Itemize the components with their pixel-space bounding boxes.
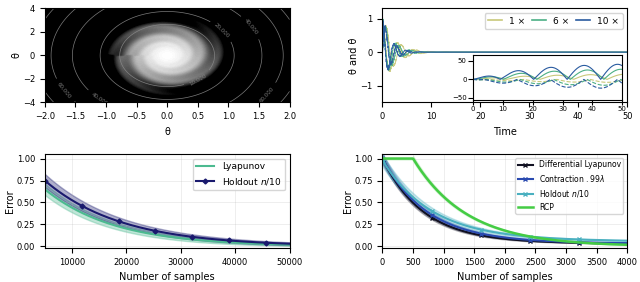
Holdout $n$/10 <box>529 235 536 239</box>
RCP <box>529 235 536 239</box>
Holdout $n$/10 <box>585 238 593 241</box>
Lyapunov <box>41 188 49 191</box>
Holdout $n$/10 <box>623 239 631 242</box>
Line: Holdout $n$/10: Holdout $n$/10 <box>381 159 629 243</box>
Holdout $n$/10 <box>524 235 531 238</box>
Differential Lyapunov <box>600 242 608 245</box>
X-axis label: Number of samples: Number of samples <box>457 272 553 282</box>
Text: 40,000: 40,000 <box>90 92 109 107</box>
Text: 40,000: 40,000 <box>243 18 259 36</box>
Holdout $n$/10 <box>86 208 94 212</box>
RCP <box>600 242 608 246</box>
RCP <box>623 243 631 246</box>
Lyapunov <box>285 243 293 246</box>
Lyapunov <box>56 199 63 202</box>
Text: 20,000: 20,000 <box>213 22 231 39</box>
RCP <box>525 235 532 238</box>
Line: RCP: RCP <box>383 158 627 245</box>
RCP <box>524 234 531 238</box>
X-axis label: θ: θ <box>164 127 170 137</box>
Contraction $.99\lambda$ <box>380 160 388 163</box>
Differential Lyapunov <box>380 160 388 163</box>
Differential Lyapunov <box>525 239 532 243</box>
Differential Lyapunov <box>529 239 536 243</box>
Lyapunov <box>106 222 114 226</box>
Legend: Lyapunov, Holdout $n$/10: Lyapunov, Holdout $n$/10 <box>193 159 285 190</box>
Holdout $n$/10 <box>525 235 532 238</box>
Lyapunov <box>265 243 273 246</box>
Y-axis label: Error: Error <box>5 189 15 213</box>
Differential Lyapunov <box>524 239 531 243</box>
Lyapunov <box>51 195 58 199</box>
Holdout $n$/10 <box>380 161 388 164</box>
Line: Differential Lyapunov: Differential Lyapunov <box>381 158 629 246</box>
Contraction $.99\lambda$ <box>585 241 593 244</box>
Lyapunov <box>86 215 94 218</box>
Line: Lyapunov: Lyapunov <box>45 189 289 245</box>
Text: 10,000: 10,000 <box>188 72 207 86</box>
Holdout $n$/10 <box>265 241 273 244</box>
RCP <box>585 241 593 245</box>
Holdout $n$/10 <box>56 190 63 194</box>
Contraction $.99\lambda$ <box>525 238 532 241</box>
Text: 60,000: 60,000 <box>259 85 275 103</box>
Holdout $n$/10 <box>600 239 608 242</box>
Holdout $n$/10 <box>285 242 293 245</box>
X-axis label: Number of samples: Number of samples <box>119 272 215 282</box>
Differential Lyapunov <box>380 158 387 162</box>
Holdout $n$/10 <box>51 187 58 190</box>
Lyapunov <box>273 243 281 246</box>
RCP <box>380 157 388 160</box>
Contraction $.99\lambda$ <box>524 238 531 241</box>
Holdout $n$/10 <box>41 179 49 182</box>
Contraction $.99\lambda$ <box>529 238 536 242</box>
X-axis label: Time: Time <box>493 127 516 137</box>
Y-axis label: θ̇: θ̇ <box>12 52 21 58</box>
Contraction $.99\lambda$ <box>623 241 631 245</box>
Holdout $n$/10 <box>106 217 114 220</box>
Text: 60,000: 60,000 <box>56 82 72 100</box>
Legend: 1 ×, 6 ×, 10 ×: 1 ×, 6 ×, 10 × <box>484 13 623 29</box>
Y-axis label: θ and θ̇: θ and θ̇ <box>349 37 359 74</box>
Holdout $n$/10 <box>380 160 387 163</box>
Differential Lyapunov <box>623 242 631 245</box>
Contraction $.99\lambda$ <box>380 158 387 161</box>
RCP <box>380 157 387 160</box>
Line: Contraction $.99\lambda$: Contraction $.99\lambda$ <box>381 158 629 245</box>
Holdout $n$/10 <box>273 242 281 245</box>
Line: Holdout $n$/10: Holdout $n$/10 <box>43 179 291 245</box>
Legend: Differential Lyapunov, Contraction $.99\lambda$, Holdout $n$/10, RCP: Differential Lyapunov, Contraction $.99\… <box>515 158 623 214</box>
Differential Lyapunov <box>585 241 593 245</box>
Y-axis label: Error: Error <box>343 189 353 213</box>
Contraction $.99\lambda$ <box>600 241 608 244</box>
